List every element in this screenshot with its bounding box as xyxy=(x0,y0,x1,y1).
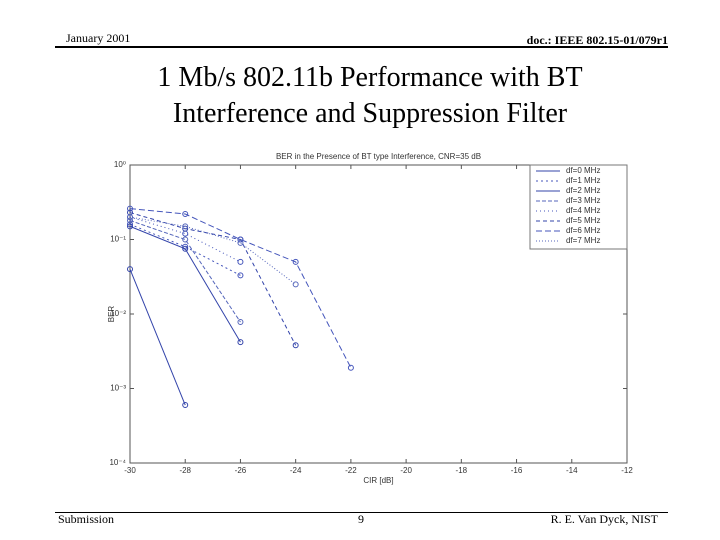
title-line: 1 Mb/s 802.11b Performance with BT xyxy=(157,62,583,93)
series-line xyxy=(129,212,297,346)
series-line xyxy=(129,225,241,343)
x-tick-label: -28 xyxy=(179,466,191,475)
author: R. E. Van Dyck, NIST xyxy=(550,512,658,526)
legend-label: df=4 MHz xyxy=(566,206,600,215)
legend-label: df=5 MHz xyxy=(566,216,600,225)
y-axis-label: BER xyxy=(107,306,116,323)
date: January 2001 xyxy=(66,31,131,45)
chart-title: BER in the Presence of BT type Interfere… xyxy=(276,152,481,161)
data-point xyxy=(237,339,244,346)
series-line xyxy=(129,220,241,323)
legend-label: df=7 MHz xyxy=(566,236,600,245)
x-tick-label: -30 xyxy=(124,466,136,475)
x-tick-label: -18 xyxy=(456,466,468,475)
header-rule xyxy=(55,46,668,48)
y-tick-label: 10⁰ xyxy=(114,160,126,169)
data-point xyxy=(182,223,189,230)
series-line xyxy=(129,223,241,276)
footer-left: Submission xyxy=(58,512,115,526)
x-tick-label: -24 xyxy=(290,466,302,475)
data-point xyxy=(237,272,244,279)
data-point xyxy=(127,223,133,230)
data-point xyxy=(237,258,244,265)
footer-rule xyxy=(55,512,668,513)
legend-label: df=1 MHz xyxy=(566,176,600,185)
y-tick-label: 10⁻⁴ xyxy=(109,458,126,467)
data-point xyxy=(182,236,189,243)
x-tick-label: -22 xyxy=(345,466,357,475)
data-point xyxy=(292,342,299,349)
data-point xyxy=(292,258,299,265)
data-point xyxy=(182,230,189,237)
legend-box xyxy=(529,164,628,250)
data-point xyxy=(292,281,299,288)
data-point xyxy=(182,402,189,409)
data-point xyxy=(127,266,133,273)
y-tick-label: 10⁻³ xyxy=(110,384,126,393)
x-tick-label: -12 xyxy=(621,466,633,475)
data-point xyxy=(127,214,133,221)
page-number: 9 xyxy=(358,512,364,526)
series-line xyxy=(129,268,186,406)
legend-label: df=3 MHz xyxy=(566,196,600,205)
y-tick-label: 10⁻² xyxy=(110,309,126,318)
title-line: Interference and Suppression Filter xyxy=(172,98,568,129)
x-tick-label: -20 xyxy=(400,466,412,475)
y-tick-label: 10⁻¹ xyxy=(110,235,126,244)
data-point xyxy=(182,210,189,217)
x-axis-label: CIR [dB] xyxy=(363,476,393,485)
doc-id: doc.: IEEE 802.15-01/079r1 xyxy=(526,33,668,47)
data-point xyxy=(237,236,244,243)
data-point xyxy=(127,217,133,224)
data-point xyxy=(237,239,244,246)
x-tick-label: -16 xyxy=(511,466,523,475)
data-point xyxy=(182,245,189,252)
x-tick-label: -26 xyxy=(235,466,247,475)
data-point xyxy=(237,319,244,326)
legend-label: df=0 MHz xyxy=(566,166,600,175)
x-tick-label: -14 xyxy=(566,466,578,475)
data-point xyxy=(182,225,189,232)
legend-label: df=2 MHz xyxy=(566,186,600,195)
data-point xyxy=(347,364,354,371)
series-line xyxy=(129,216,296,285)
data-point xyxy=(127,205,133,212)
series-line xyxy=(129,208,352,368)
slide-title: 1 Mb/s 802.11b Performance with BT Inter… xyxy=(0,60,720,132)
legend-label: df=6 MHz xyxy=(566,226,600,235)
